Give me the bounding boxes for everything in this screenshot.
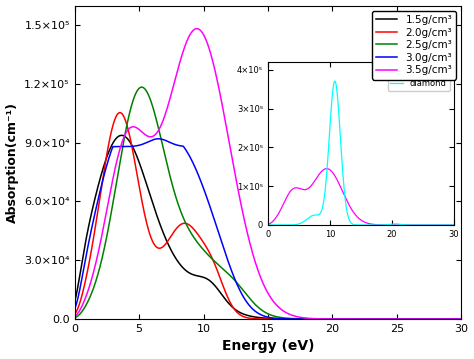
2.5g/cm³ [459, 317, 465, 321]
2.0g/cm³ [304, 317, 310, 321]
3.5g/cm³ [323, 317, 329, 321]
2.0g/cm³ [219, 282, 225, 286]
Line: 3.0g/cm³: 3.0g/cm³ [74, 139, 462, 319]
2.0g/cm³ [72, 312, 77, 317]
2.0g/cm³ [459, 317, 465, 321]
3.5g/cm³ [360, 317, 366, 321]
3.5g/cm³ [459, 317, 465, 321]
2.0g/cm³ [117, 111, 123, 115]
3.0g/cm³ [459, 317, 465, 321]
1.5g/cm³ [304, 317, 310, 321]
1.5g/cm³ [459, 317, 465, 321]
1.5g/cm³ [219, 293, 225, 298]
3.0g/cm³ [155, 137, 161, 141]
1.5g/cm³ [119, 133, 125, 137]
Y-axis label: Absorption(cm⁻¹): Absorption(cm⁻¹) [6, 102, 18, 223]
2.5g/cm³ [219, 266, 225, 271]
2.5g/cm³ [142, 87, 148, 91]
2.0g/cm³ [142, 214, 148, 218]
2.5g/cm³ [304, 317, 310, 321]
3.5g/cm³ [304, 316, 310, 320]
2.5g/cm³ [360, 317, 366, 321]
2.5g/cm³ [72, 316, 77, 320]
3.0g/cm³ [390, 317, 396, 321]
3.0g/cm³ [323, 317, 329, 321]
1.5g/cm³ [360, 317, 366, 321]
1.5g/cm³ [142, 177, 148, 181]
Legend: 1.5g/cm³, 2.0g/cm³, 2.5g/cm³, 3.0g/cm³, 3.5g/cm³: 1.5g/cm³, 2.0g/cm³, 2.5g/cm³, 3.0g/cm³, … [372, 11, 456, 79]
1.5g/cm³ [323, 317, 329, 321]
Line: 2.5g/cm³: 2.5g/cm³ [74, 87, 462, 319]
2.5g/cm³ [139, 85, 145, 89]
2.5g/cm³ [390, 317, 396, 321]
Line: 1.5g/cm³: 1.5g/cm³ [74, 135, 462, 319]
3.5g/cm³ [72, 314, 77, 319]
3.0g/cm³ [219, 242, 225, 247]
1.5g/cm³ [72, 300, 77, 304]
2.5g/cm³ [323, 317, 329, 321]
Line: 3.5g/cm³: 3.5g/cm³ [74, 29, 462, 319]
3.5g/cm³ [194, 27, 200, 31]
Line: 2.0g/cm³: 2.0g/cm³ [74, 113, 462, 319]
3.0g/cm³ [304, 317, 310, 321]
3.5g/cm³ [219, 104, 225, 108]
3.0g/cm³ [72, 307, 77, 312]
3.5g/cm³ [142, 132, 148, 136]
2.0g/cm³ [360, 317, 366, 321]
3.5g/cm³ [390, 317, 396, 321]
3.0g/cm³ [142, 141, 148, 145]
1.5g/cm³ [390, 317, 396, 321]
3.0g/cm³ [360, 317, 366, 321]
2.0g/cm³ [390, 317, 396, 321]
X-axis label: Energy (eV): Energy (eV) [222, 340, 314, 354]
2.0g/cm³ [323, 317, 329, 321]
